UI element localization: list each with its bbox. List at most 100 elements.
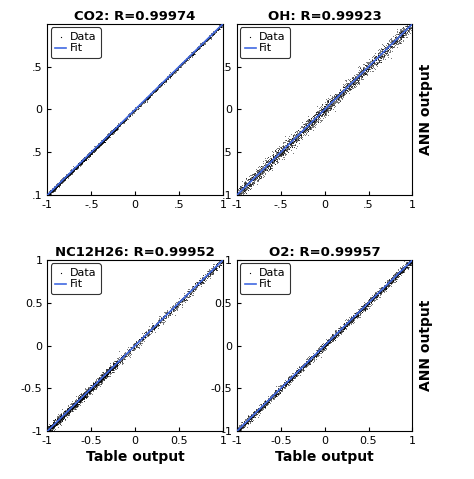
Data — [208, 269, 215, 277]
Data — [374, 56, 382, 63]
Data — [246, 180, 254, 187]
Data — [378, 284, 386, 291]
Data — [241, 186, 249, 194]
Data — [57, 412, 64, 420]
Data — [113, 124, 120, 131]
Data — [320, 108, 328, 116]
Data — [90, 145, 98, 152]
Data — [78, 156, 86, 163]
Data — [110, 359, 118, 367]
Data — [270, 395, 278, 403]
Data — [240, 420, 247, 427]
Data — [366, 61, 374, 68]
Data — [47, 187, 55, 195]
Data — [99, 375, 106, 382]
Data — [100, 135, 108, 143]
Data — [237, 189, 245, 196]
Data — [371, 289, 379, 297]
Data — [384, 46, 392, 53]
Data — [79, 393, 86, 401]
Data — [320, 108, 328, 115]
Data — [47, 422, 55, 430]
Data — [47, 424, 55, 432]
Data — [66, 169, 74, 176]
Data — [282, 145, 289, 152]
Data — [273, 148, 281, 155]
Data — [95, 140, 103, 148]
Data — [399, 265, 406, 273]
Data — [77, 394, 84, 402]
Data — [403, 22, 411, 29]
Data — [82, 392, 89, 399]
Data — [392, 39, 400, 47]
Data — [102, 133, 109, 140]
Data — [273, 392, 281, 400]
Data — [286, 376, 293, 384]
Data — [365, 298, 373, 306]
Data — [282, 383, 289, 391]
Data — [49, 423, 56, 431]
Data — [316, 342, 324, 350]
Data — [276, 147, 284, 154]
Data — [260, 163, 267, 171]
Data — [63, 173, 70, 181]
Data — [71, 397, 79, 405]
Data — [100, 372, 108, 379]
Data — [288, 376, 296, 384]
Data — [237, 182, 245, 190]
Data — [297, 127, 304, 135]
Data — [151, 87, 159, 94]
Data — [97, 374, 105, 381]
Data — [337, 90, 344, 98]
Data — [147, 91, 155, 99]
Data — [83, 391, 91, 399]
Data — [128, 109, 136, 116]
Data — [93, 378, 100, 386]
Data — [107, 130, 114, 138]
Data — [406, 258, 413, 266]
Data — [305, 119, 313, 127]
Data — [52, 421, 60, 429]
Data — [265, 161, 273, 169]
Data — [185, 288, 192, 296]
Data — [106, 130, 114, 138]
Data — [302, 361, 310, 369]
Data — [368, 58, 375, 66]
Data — [354, 312, 361, 320]
Data — [356, 307, 364, 315]
Data — [263, 162, 270, 170]
Data — [55, 180, 63, 188]
Data — [103, 370, 111, 377]
Data — [246, 414, 254, 422]
Data — [60, 173, 67, 181]
Data — [81, 392, 89, 400]
Data — [310, 119, 318, 127]
Data — [334, 330, 341, 338]
Data — [52, 182, 59, 190]
Data — [76, 159, 83, 167]
Data — [350, 314, 357, 321]
Data — [79, 157, 86, 165]
Data — [182, 57, 190, 65]
Data — [77, 398, 84, 406]
Data — [335, 92, 342, 100]
Data — [166, 309, 173, 317]
Data — [95, 141, 103, 148]
Data — [330, 331, 338, 339]
Data — [91, 378, 99, 386]
Data — [304, 127, 312, 135]
Data — [321, 341, 329, 349]
Data — [102, 134, 110, 142]
Data — [304, 357, 312, 365]
Data — [93, 380, 101, 388]
Data — [364, 299, 372, 307]
Data — [135, 103, 143, 110]
Data — [55, 416, 62, 424]
Data — [152, 323, 159, 331]
Data — [101, 136, 109, 143]
Data — [71, 399, 79, 407]
Data — [356, 64, 364, 72]
Data — [202, 35, 210, 43]
Data — [83, 392, 91, 400]
Data — [360, 71, 367, 79]
